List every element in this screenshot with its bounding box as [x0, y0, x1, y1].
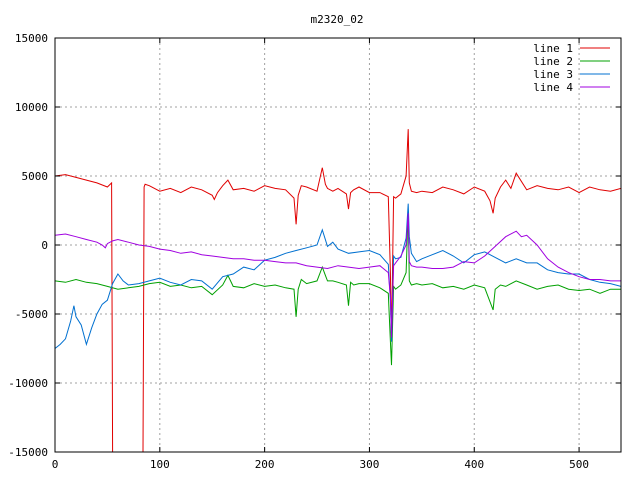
legend-label: line 4 — [533, 81, 573, 94]
series-line-1 — [55, 129, 621, 452]
x-tick-label: 300 — [360, 458, 380, 471]
y-tick-label: -10000 — [8, 377, 48, 390]
y-tick-label: -5000 — [15, 308, 48, 321]
chart-title: m2320_02 — [311, 13, 364, 26]
y-tick-label: 0 — [41, 239, 48, 252]
y-tick-label: -15000 — [8, 446, 48, 459]
axis-ticks: 0 100 200 300 400 500 -15000 -10000 -5000 0 5000 10… — [8, 32, 621, 471]
legend-label: line 2 — [533, 55, 573, 68]
x-tick-label: 200 — [255, 458, 275, 471]
series-line-4 — [55, 213, 621, 338]
series-line-3 — [55, 203, 621, 349]
series-line-2 — [55, 210, 621, 366]
x-tick-label: 0 — [52, 458, 59, 471]
y-tick-label: 10000 — [15, 101, 48, 114]
x-tick-label: 500 — [569, 458, 589, 471]
legend-label: line 1 — [533, 42, 573, 55]
grid-lines — [55, 38, 621, 452]
y-tick-label: 15000 — [15, 32, 48, 45]
legend-label: line 3 — [533, 68, 573, 81]
x-tick-label: 400 — [464, 458, 484, 471]
y-tick-label: 5000 — [22, 170, 49, 183]
x-tick-label: 100 — [150, 458, 170, 471]
series-layer — [55, 129, 621, 452]
